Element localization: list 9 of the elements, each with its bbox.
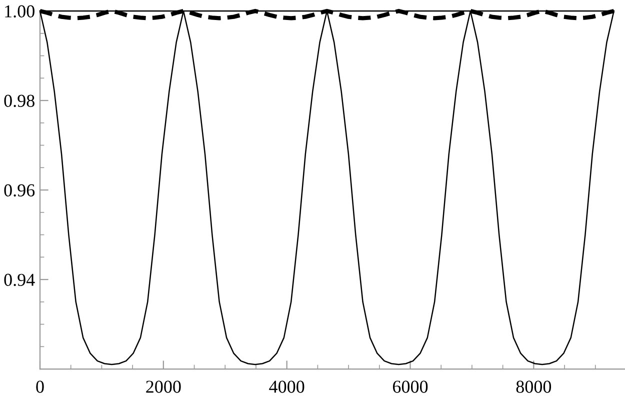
x-tick-label: 2000 — [146, 380, 181, 393]
x-tick-label: 4000 — [269, 380, 304, 393]
x-tick-label: 0 — [36, 380, 44, 393]
y-tick-label: 0.94 — [4, 274, 35, 286]
y-tick-label: 0.96 — [4, 184, 35, 197]
y-tick-label: 0.98 — [4, 94, 34, 108]
y-tick-label: 1.00 — [5, 5, 34, 18]
x-tick-label: 6000 — [392, 380, 428, 393]
x-tick-label: 8000 — [516, 380, 552, 393]
